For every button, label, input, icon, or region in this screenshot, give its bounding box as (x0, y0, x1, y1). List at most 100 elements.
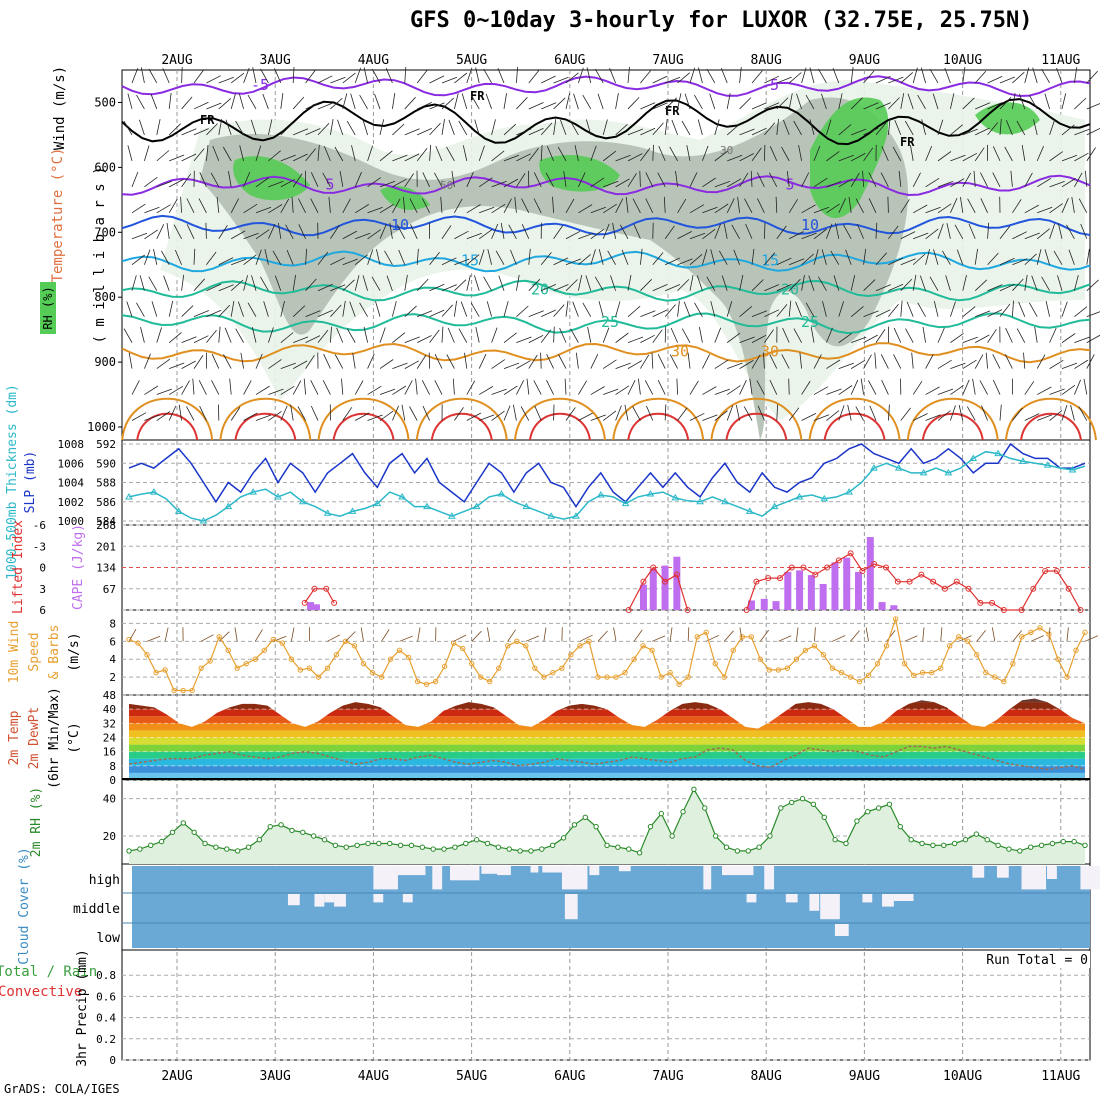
wind-barb (228, 171, 232, 187)
wind-barb (404, 128, 420, 136)
lifted-tick-label: -6 (33, 519, 46, 532)
rh-point (712, 833, 719, 839)
wind-barb (359, 94, 368, 110)
wind-barb (689, 380, 699, 395)
wind-barb (689, 253, 703, 266)
wind-barb (392, 198, 401, 213)
wind-barb (795, 627, 799, 642)
wind-barb (144, 385, 159, 395)
wind-barb (239, 145, 244, 161)
rh-point (430, 846, 436, 852)
wind-barb (392, 301, 397, 317)
wind-point (550, 669, 556, 676)
wind-barb (739, 67, 742, 84)
cloud-gap (893, 894, 914, 901)
cape-axis-label: CAPE (J/kg) (71, 524, 86, 610)
wind-barb (940, 627, 943, 642)
wind-barb (975, 127, 990, 136)
isotherm-arc (823, 412, 886, 441)
wind-barb (243, 412, 258, 421)
wind-barb (937, 119, 944, 136)
wind-barb (652, 252, 664, 265)
rh-point (1017, 848, 1023, 854)
wind-barb (726, 385, 741, 395)
wind-barb (1044, 93, 1050, 110)
wind-barb (657, 380, 666, 395)
wind-barb (937, 410, 951, 421)
wind-barb (689, 204, 705, 214)
wind-barb (1049, 119, 1056, 136)
wind-barb (454, 279, 467, 291)
wind-barb (491, 119, 496, 136)
wind-barb (417, 128, 432, 136)
wind-barb (156, 327, 162, 343)
wind-barb (342, 72, 356, 84)
rh-point (919, 840, 925, 847)
wind-barb (441, 284, 457, 292)
wind-barb (1032, 67, 1038, 84)
wind-barb (1012, 407, 1023, 421)
wind-barb (379, 388, 396, 395)
wind-barb (317, 283, 333, 292)
wind-barb (533, 198, 542, 213)
rh-point (1038, 842, 1045, 849)
wind-barb (363, 326, 368, 343)
wind-barb (218, 284, 234, 292)
wind-barb (565, 258, 582, 266)
wind-barb (268, 327, 274, 343)
wind-barb (731, 224, 740, 239)
wind-barb (900, 300, 903, 317)
wind-barb (1036, 249, 1042, 265)
wind-barb (342, 258, 358, 266)
wind-barb (888, 225, 899, 240)
wind-barb (875, 122, 887, 136)
wind-barb (652, 75, 668, 84)
wind-barb (838, 124, 852, 136)
wind-barb (218, 326, 221, 343)
wind-barb (513, 404, 517, 421)
wind-barb (973, 170, 976, 187)
wind-point (153, 669, 159, 676)
lifted-point (1030, 585, 1037, 592)
wind-barb (1005, 327, 1013, 343)
wind-barb (578, 412, 593, 421)
wind-barb (516, 305, 529, 317)
wind-barb (778, 635, 792, 642)
wind-barb (362, 119, 368, 136)
wind-barb (546, 380, 554, 395)
lifted-point (883, 564, 890, 571)
wind-barb (224, 327, 232, 343)
y-tick-label: 500 (94, 95, 116, 109)
wind-barb (850, 379, 859, 395)
wind-barb (334, 146, 344, 162)
wind-barb (330, 257, 345, 266)
wind-barb (838, 405, 845, 421)
wind-barb (801, 172, 810, 188)
temp-tick-label: 48 (103, 689, 116, 702)
rh-point (647, 823, 654, 830)
wind-barb (310, 380, 319, 395)
wind-barb (243, 171, 251, 187)
wind-barb (1074, 336, 1090, 344)
wind-barb (1074, 152, 1089, 162)
wind-barb (788, 278, 801, 291)
x-tick-label-bottom: 8AUG (751, 1069, 782, 1084)
wind-barb (764, 144, 766, 161)
lifted-point (753, 578, 760, 585)
wind-barb (458, 120, 468, 136)
lifted-point (1065, 585, 1072, 592)
rh-point (962, 837, 969, 843)
wind-barb (168, 405, 177, 421)
wind-barb (292, 380, 302, 395)
wind-barb (376, 249, 381, 265)
wind-barb (950, 405, 956, 421)
wind-barb (546, 354, 554, 369)
wind-barb (156, 150, 170, 162)
lifted-point (331, 599, 338, 606)
wind-barb (422, 198, 430, 213)
wind-barb (497, 68, 505, 84)
cloud-gap (542, 866, 562, 873)
wind-barb (491, 150, 505, 162)
wind-barb (922, 326, 926, 343)
wind-barb (974, 279, 988, 291)
